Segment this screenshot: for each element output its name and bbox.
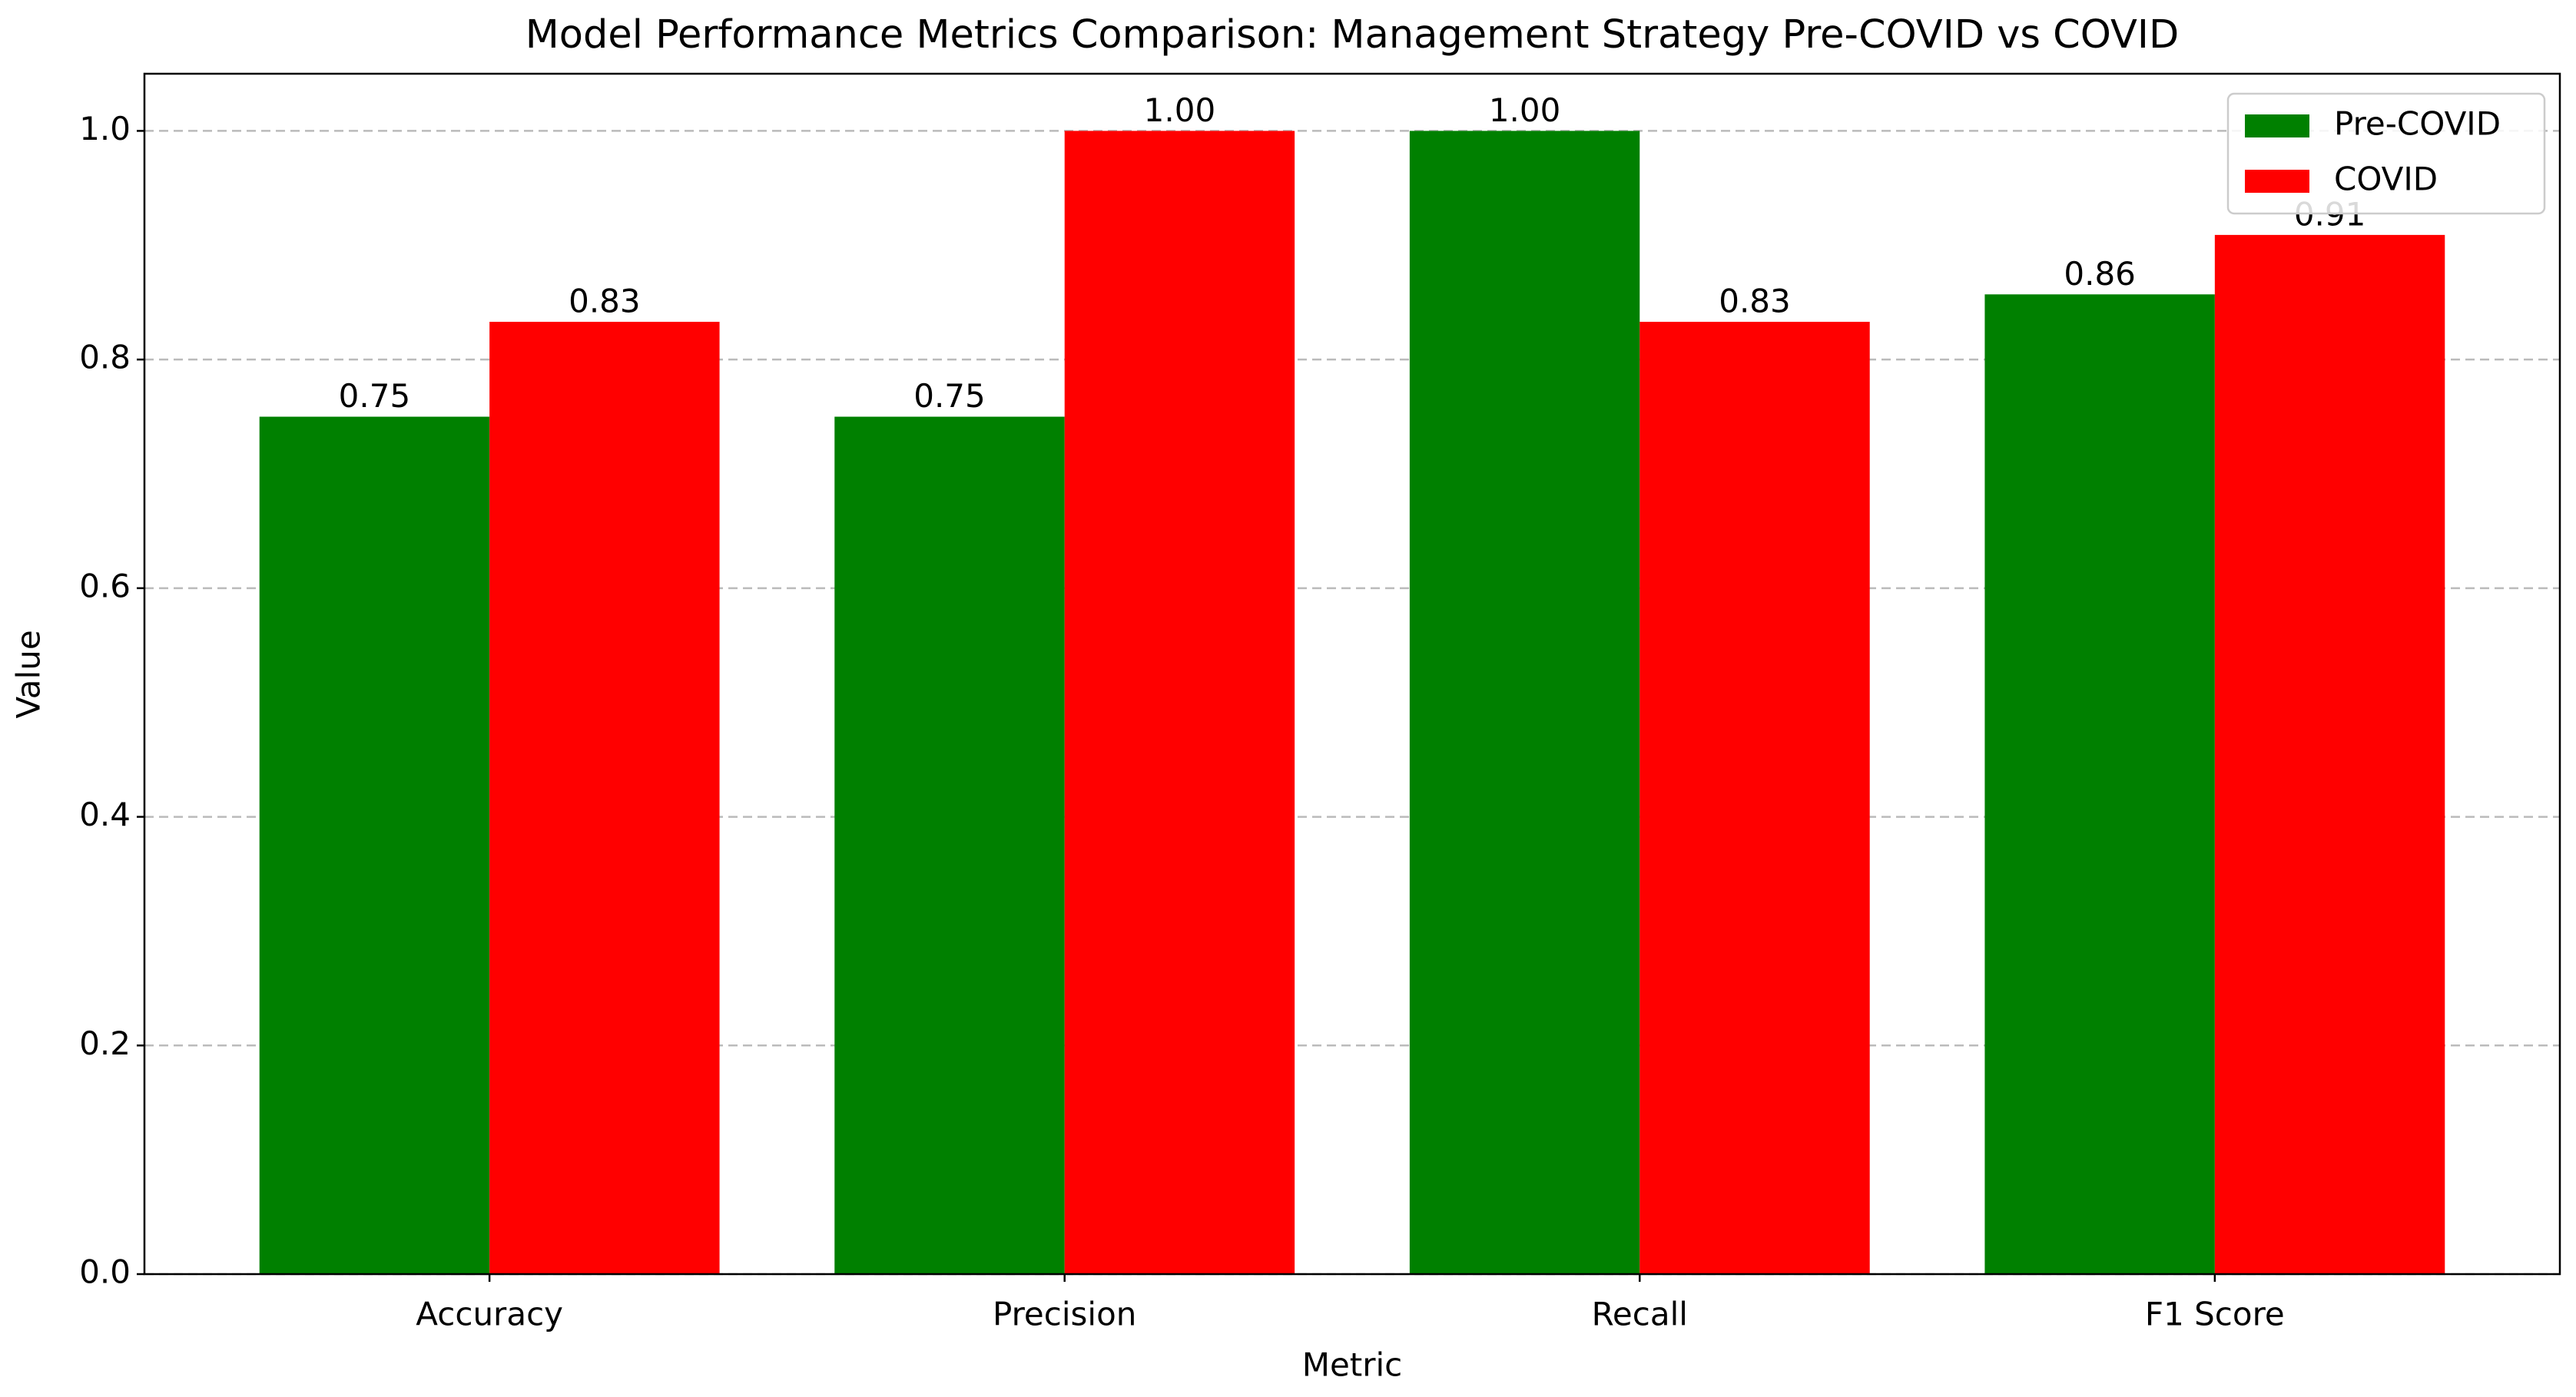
axes-frame bbox=[143, 72, 2561, 1276]
x-tick-label: Accuracy bbox=[416, 1296, 563, 1333]
y-axis-label: Value bbox=[10, 630, 48, 718]
bar bbox=[489, 322, 720, 1274]
chart-title: Model Performance Metrics Comparison: Ma… bbox=[525, 12, 2179, 58]
y-tick-label: 0.4 bbox=[79, 796, 131, 833]
value-label: 1.00 bbox=[1144, 91, 1216, 129]
y-tick-label: 0.0 bbox=[79, 1253, 131, 1291]
bar bbox=[834, 416, 1065, 1274]
value-label: 0.83 bbox=[1719, 283, 1791, 320]
legend: Pre-COVID COVID bbox=[2226, 92, 2546, 215]
bar bbox=[1064, 131, 1295, 1274]
bar bbox=[1639, 322, 1870, 1274]
legend-swatch bbox=[2245, 114, 2309, 137]
x-tick-label: F1 Score bbox=[2145, 1296, 2285, 1333]
y-tick-label: 0.2 bbox=[79, 1025, 131, 1062]
x-tick-label: Recall bbox=[1592, 1296, 1688, 1333]
legend-label: COVID bbox=[2334, 161, 2438, 198]
legend-label: Pre-COVID bbox=[2334, 105, 2501, 143]
legend-swatch bbox=[2245, 170, 2309, 193]
x-axis-label: Metric bbox=[1302, 1346, 1403, 1384]
bar bbox=[259, 416, 490, 1274]
y-tick-label: 1.0 bbox=[79, 110, 131, 147]
value-label: 0.83 bbox=[569, 283, 641, 320]
x-tick-label: Precision bbox=[993, 1296, 1136, 1333]
y-tick-label: 0.6 bbox=[79, 567, 131, 604]
value-label: 0.75 bbox=[913, 377, 986, 415]
value-label: 0.75 bbox=[339, 377, 411, 415]
bar bbox=[1984, 294, 2215, 1274]
value-label: 0.86 bbox=[2064, 255, 2136, 293]
value-label: 1.00 bbox=[1489, 91, 1561, 129]
bar bbox=[1409, 131, 1640, 1274]
y-tick-label: 0.8 bbox=[79, 339, 131, 376]
bar bbox=[2214, 234, 2445, 1275]
